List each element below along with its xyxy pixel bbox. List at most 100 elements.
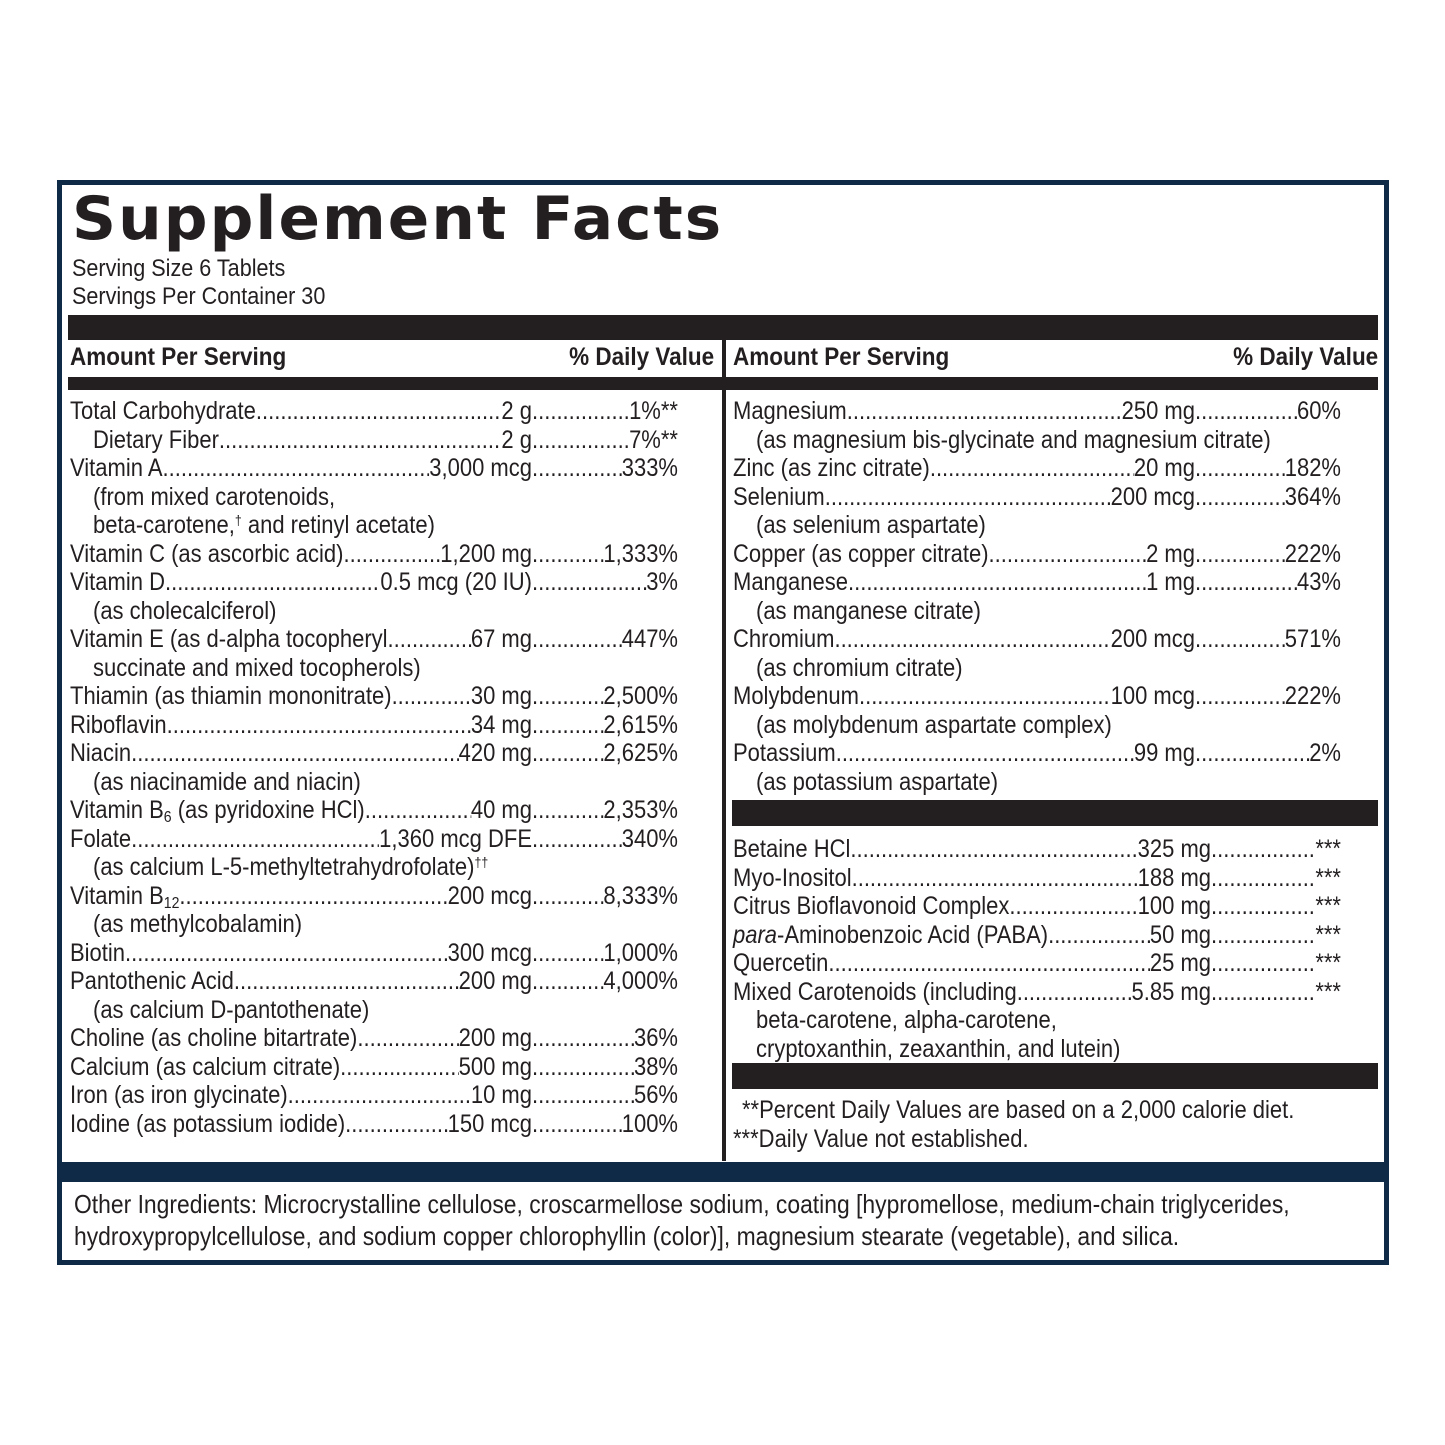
nutrient-row-content: Thiamin (as thiamin mononitrate) 30 mg 2,… (70, 682, 678, 711)
daily-value-text: *** (1315, 920, 1341, 949)
leader-dots (163, 454, 430, 483)
nutrient-source: beta-carotene,† and retinyl acetate) (93, 511, 435, 540)
nutrient-daily-value: 447% (532, 625, 678, 654)
nutrient-daily-value: 1,000% (532, 939, 678, 968)
column-divider (722, 338, 726, 1161)
nutrient-source-text: (as molybdenum aspartate complex) (756, 710, 1112, 739)
daily-value-text: *** (1315, 949, 1341, 977)
nutrient-daily-value: 2,625% (532, 739, 678, 768)
nutrient-source-text: (as potassium aspartate) (756, 767, 999, 796)
nutrient-amount: 1,360 mcg DFE (379, 824, 532, 853)
nutrient-daily-value: 60% (1195, 397, 1341, 426)
nutrient-daily-value: 1%** (532, 397, 678, 426)
leader-dots (1195, 454, 1285, 483)
nutrient-daily-value: *** (1211, 921, 1341, 950)
nutrient-daily-value: 36% (532, 1024, 678, 1053)
daily-value-text: *** (1315, 977, 1341, 1006)
nutrient-source: cryptoxanthin, zeaxanthin, and lutein) (756, 1035, 1120, 1064)
nutrient-name: Folate (70, 825, 131, 854)
nutrient-amount: 10 mg (470, 1081, 532, 1109)
leader-dots (859, 682, 1111, 711)
nutrient-row-content: Potassium 99 mg 2% (733, 739, 1341, 768)
leader-dots (930, 454, 1134, 483)
leader-dots (125, 939, 448, 968)
daily-value-text: 36% (633, 1024, 678, 1052)
daily-value-text: 447% (621, 625, 678, 653)
nutrient-row-content: Selenium 200 mcg 364% (733, 483, 1341, 512)
nutrient-source-text: and retinyl acetate) (241, 511, 435, 539)
nutrient-name: Mixed Carotenoids (including (733, 978, 1017, 1007)
nutrient-source-text: (as calcium D-pantothenate) (93, 995, 370, 1024)
nutrient-daily-value: *** (1211, 835, 1341, 864)
nutrient-amount: 420 mg (458, 739, 532, 767)
left-header-amount: Amount Per Serving (70, 343, 287, 371)
nutrient-name-subscript: 6 (163, 809, 172, 826)
nutrient-amount: 99 mg (1133, 739, 1195, 767)
leader-dots (131, 825, 379, 854)
nutrient-daily-value: 340% (532, 825, 678, 854)
nutrient-row-content: Zinc (as zinc citrate) 20 mg 182% (733, 454, 1341, 483)
nutrient-daily-value: *** (1211, 949, 1341, 978)
nutrient-name: Total Carbohydrate (70, 397, 256, 426)
nutrient-amount: 200 mg (458, 1024, 532, 1052)
nutrient-amount: 50 mg (1149, 920, 1212, 949)
leader-dots (834, 625, 1110, 654)
nutrient-amount: 3,000 mcg (429, 454, 532, 482)
leader-dots (532, 426, 629, 455)
leader-dots (131, 739, 458, 768)
nutrient-name: Molybdenum (733, 682, 859, 711)
other-ingredients-line: Other Ingredients: Microcrystalline cell… (74, 1189, 1290, 1219)
nutrient-source: (as molybdenum aspartate complex) (756, 711, 1112, 740)
nutrient-source: (as magnesium bis-glycinate and magnesiu… (756, 426, 1271, 455)
leader-dots (343, 540, 440, 569)
leader-dots (836, 739, 1134, 768)
nutrient-amount: 40 mg (470, 796, 532, 824)
left-header-daily-value: % Daily Value (568, 343, 714, 371)
nutrient-daily-value: 1,333% (532, 540, 678, 569)
nutrient-name-text: Citrus Bioflavonoid Complex (733, 892, 1010, 920)
nutrient-name: Chromium (733, 625, 834, 654)
nutrient-name-text: Dietary Fiber (92, 425, 219, 454)
nutrient-daily-value: 8,333% (532, 882, 678, 911)
nutrient-name: Dietary Fiber (70, 426, 219, 455)
dagger-marker-group: † and retinyl acetate) (235, 511, 435, 539)
nutrient-amount: 20 mg (1133, 454, 1195, 482)
daily-value-text: *** (1315, 863, 1341, 892)
nutrient-daily-value: 571% (1195, 625, 1341, 654)
nutrient-name-text: Zinc (as zinc citrate) (733, 454, 930, 482)
section-band (62, 1162, 1384, 1182)
nutrient-row-content: Niacin 420 mg 2,625% (70, 739, 678, 768)
daily-value-text: 100% (621, 1109, 678, 1138)
nutrient-name-text: Vitamin E (as d-alpha tocopheryl (70, 625, 388, 653)
leader-dots (532, 568, 646, 597)
nutrient-name-text: Thiamin (as thiamin mononitrate) (70, 682, 392, 710)
leader-dots (1017, 978, 1132, 1007)
nutrient-daily-value: 333% (532, 454, 678, 483)
nutrient-daily-value: *** (1211, 978, 1341, 1007)
nutrient-row-content: Dietary Fiber 2 g 7%** (70, 426, 678, 455)
leader-dots (847, 397, 1122, 426)
nutrient-row-content: para-Aminobenzoic Acid (PABA) 50 mg *** (733, 921, 1341, 950)
nutrient-daily-value: 2,500% (532, 682, 678, 711)
nutrient-name: Pantothenic Acid (70, 967, 234, 996)
daily-value-text: 56% (633, 1081, 678, 1109)
nutrient-name: Citrus Bioflavonoid Complex (733, 892, 1009, 921)
nutrient-name-text: Manganese (733, 568, 848, 596)
nutrient-name: Vitamin D (70, 568, 165, 597)
nutrient-name: Calcium (as calcium citrate) (70, 1053, 340, 1082)
nutrient-amount: 100 mg (1137, 892, 1212, 920)
nutrient-name-text: Calcium (as calcium citrate) (70, 1052, 341, 1081)
leader-dots (357, 1024, 458, 1053)
nutrient-row-content: Vitamin C (as ascorbic acid) 1,200 mg 1,33… (70, 540, 678, 569)
nutrient-name-text: Niacin (70, 739, 132, 767)
nutrient-amount: 500 mg (458, 1052, 532, 1081)
nutrient-row-content: Quercetin 25 mg *** (733, 949, 1341, 978)
leader-dots (340, 1053, 458, 1082)
nutrient-source: beta-carotene, alpha-carotene, (756, 1006, 1057, 1035)
right-header-amount: Amount Per Serving (733, 343, 950, 371)
nutrient-amount: 150 mcg (447, 1109, 532, 1138)
nutrient-source-text: (as niacinamide and niacin) (93, 767, 361, 796)
nutrient-row-content: Calcium (as calcium citrate) 500 mg 38% (70, 1053, 678, 1082)
nutrient-daily-value: 2% (1195, 739, 1341, 768)
nutrient-row-content: Pantothenic Acid 200 mg 4,000% (70, 967, 678, 996)
